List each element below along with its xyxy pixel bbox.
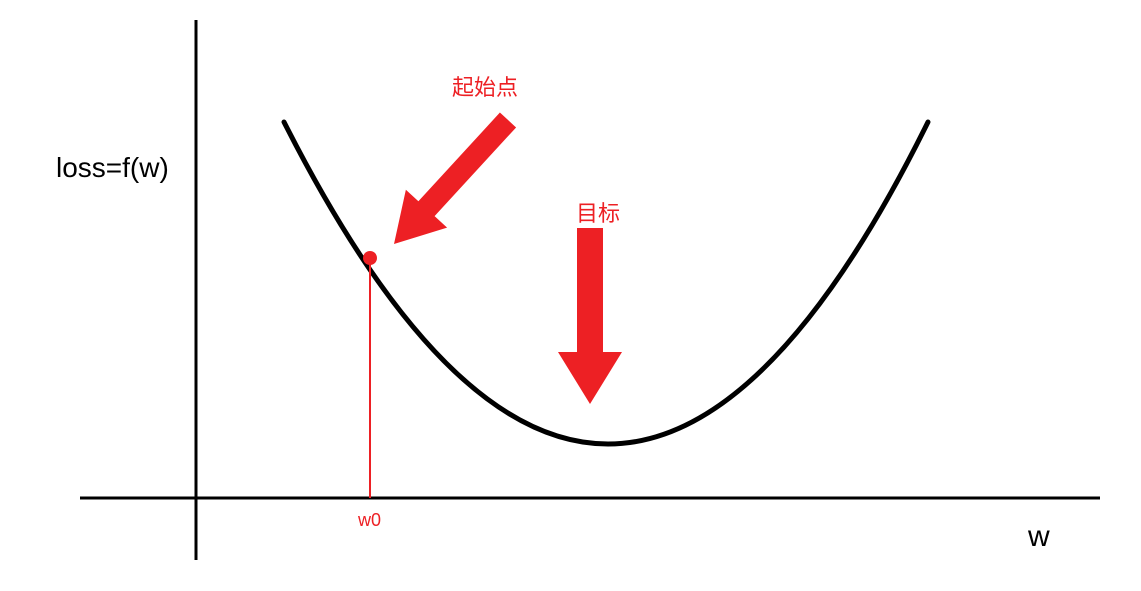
target-label: 目标 bbox=[576, 196, 620, 228]
start-point-dot bbox=[363, 251, 377, 265]
start-arrow bbox=[394, 113, 516, 244]
w0-label: w0 bbox=[358, 510, 381, 531]
diagram-svg bbox=[0, 0, 1141, 586]
start-point-label: 起始点 bbox=[452, 70, 518, 102]
y-axis-label: loss=f(w) bbox=[56, 152, 169, 184]
x-axis-label: w bbox=[1028, 520, 1050, 554]
diagram-stage: loss=f(w) w w0 起始点 目标 bbox=[0, 0, 1141, 586]
target-arrow bbox=[558, 228, 622, 404]
loss-curve bbox=[284, 122, 928, 444]
